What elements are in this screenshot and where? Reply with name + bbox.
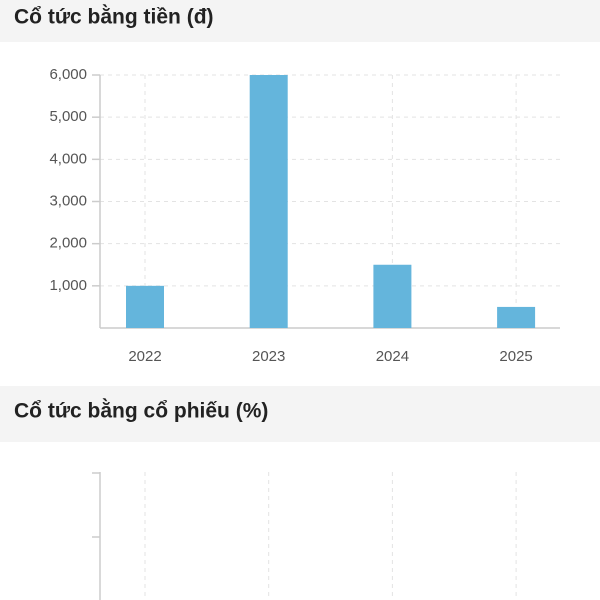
chart-title: Cổ tức bằng cổ phiếu (%) [14, 399, 268, 423]
bar [497, 306, 536, 328]
y-tick-label: 1,000 [49, 277, 87, 294]
x-tick-label: 2025 [499, 348, 532, 365]
y-tick-label: 2,000 [49, 235, 87, 252]
chart-title: Cổ tức bằng tiền (đ) [14, 5, 214, 29]
header-band [0, 386, 600, 442]
y-tick-label: 4,000 [49, 150, 87, 167]
x-tick-label: 2024 [376, 348, 409, 365]
bar [373, 264, 412, 328]
x-tick-label: 2022 [128, 348, 161, 365]
header-band [0, 0, 600, 42]
y-tick-label: 3,000 [49, 192, 87, 209]
bar [249, 75, 288, 328]
y-tick-label: 5,000 [49, 108, 87, 125]
y-tick-label: 6,000 [49, 66, 87, 83]
bar [126, 285, 164, 328]
x-tick-label: 2023 [252, 348, 285, 365]
